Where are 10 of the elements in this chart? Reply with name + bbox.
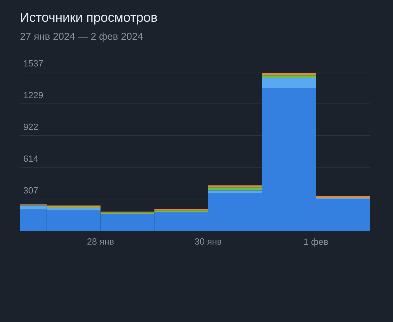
chart-title: Источники просмотров: [21, 13, 158, 25]
x-tick-label: 30 янв: [195, 238, 222, 245]
x-tick-label: 28 янв: [88, 238, 114, 245]
y-tick-label: 1537: [24, 60, 44, 67]
y-tick-label: 922: [24, 124, 38, 130]
x-tick-label: 1 фев: [304, 238, 328, 247]
chart-subtitle: 27 янв 2024 — 2 фев 2024: [20, 32, 144, 42]
y-tick-label: 614: [24, 156, 38, 162]
y-tick-label: 1229: [24, 92, 44, 99]
y-tick-label: 307: [24, 187, 38, 194]
